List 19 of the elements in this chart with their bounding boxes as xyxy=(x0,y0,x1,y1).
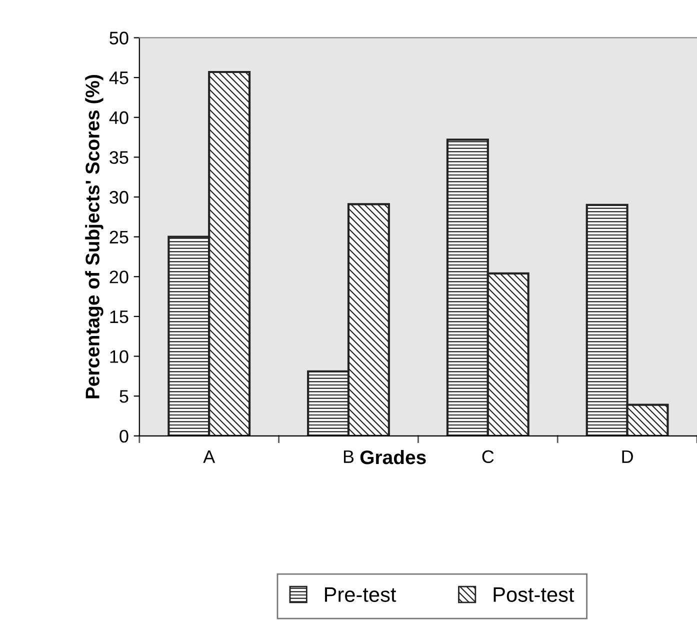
x-tick-label: C xyxy=(482,450,494,464)
y-tick-label: 15 xyxy=(110,310,128,324)
x-tick-label: D xyxy=(622,450,633,463)
y-tick-label: 30 xyxy=(110,190,128,204)
x-tick-label: B xyxy=(344,450,354,463)
y-tick-label: 25 xyxy=(110,230,128,244)
y-tick-label: 35 xyxy=(110,151,128,164)
y-tick-label: 0 xyxy=(120,430,128,443)
y-tick-label: 5 xyxy=(120,390,128,403)
legend-label: Post-test xyxy=(494,587,574,602)
y-tick-label: 40 xyxy=(109,111,128,124)
y-axis-title: Percentage of Subjects' Scores (%) xyxy=(85,74,104,398)
y-tick-label: 45 xyxy=(109,72,128,84)
y-tick-label: 20 xyxy=(110,270,128,284)
y-tick-label: 50 xyxy=(110,32,128,44)
y-tick-label: 10 xyxy=(110,350,128,363)
x-axis-title: Grades xyxy=(360,450,426,464)
legend-label: Pre-test xyxy=(325,587,396,602)
x-tick-label: A xyxy=(203,450,216,463)
